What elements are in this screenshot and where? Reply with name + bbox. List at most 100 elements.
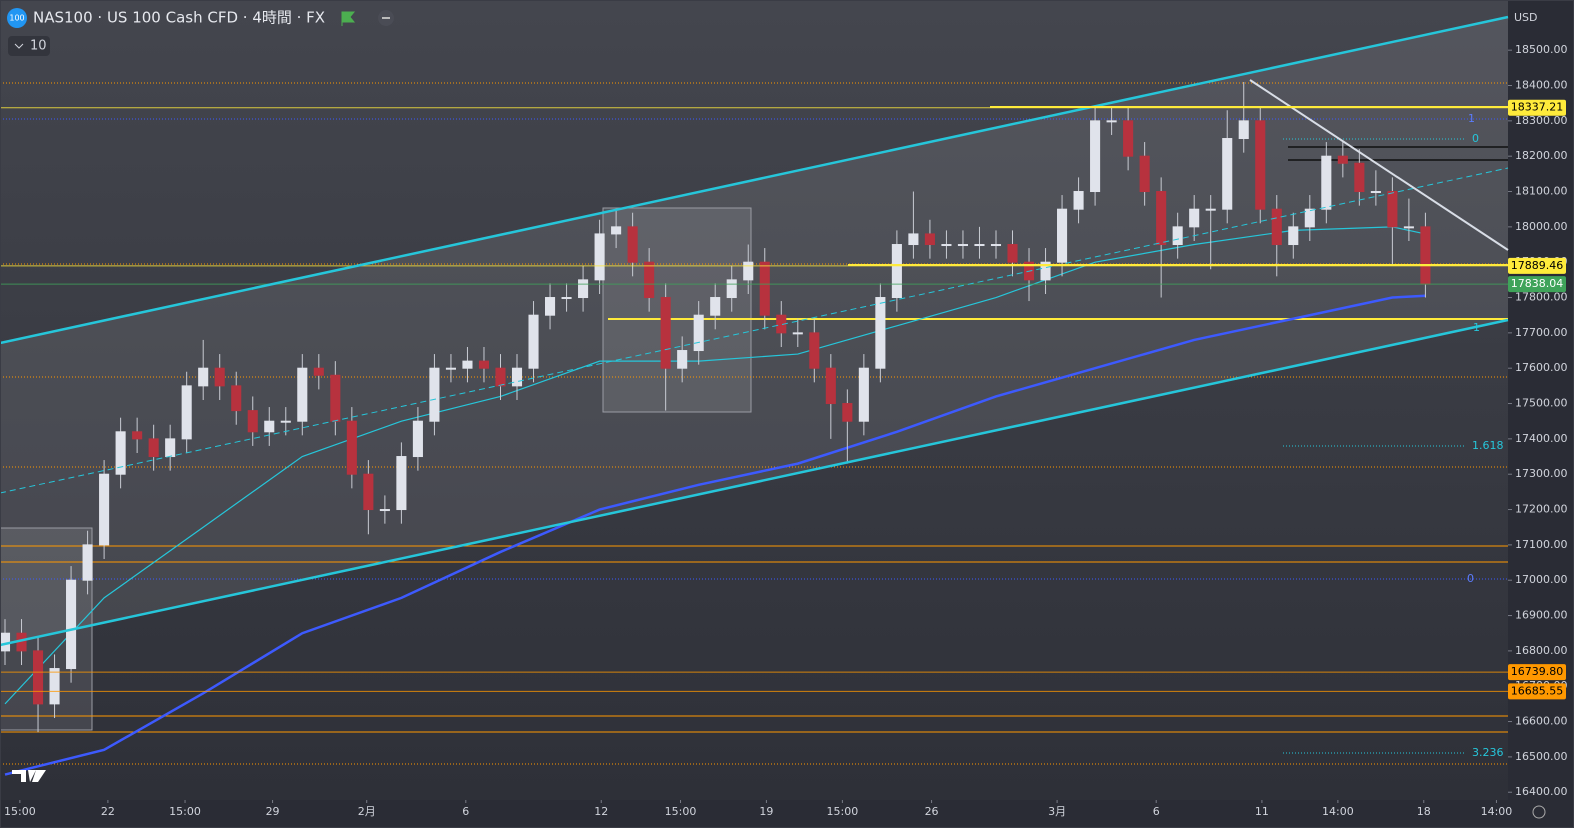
candle-body bbox=[115, 431, 126, 475]
y-tick-label: 18500.00 bbox=[1515, 43, 1568, 56]
price-label-box bbox=[1508, 683, 1566, 700]
price-label: 16739.80 bbox=[1511, 665, 1564, 678]
price-label-box bbox=[1508, 257, 1566, 274]
candle-body bbox=[792, 332, 803, 335]
y-tick-label: 17200.00 bbox=[1515, 503, 1568, 516]
y-tick-label: 17700.00 bbox=[1515, 326, 1568, 339]
indicator-toggle[interactable] bbox=[8, 36, 50, 56]
candle-body bbox=[891, 244, 902, 299]
candle-body bbox=[1073, 191, 1084, 210]
candle-body bbox=[1403, 226, 1414, 229]
y-tick-label: 17600.00 bbox=[1515, 361, 1568, 374]
x-tick-label: 29 bbox=[266, 805, 280, 818]
y-tick-label: 17500.00 bbox=[1515, 397, 1568, 410]
candle-body bbox=[710, 297, 721, 316]
symbol-logo bbox=[7, 8, 27, 28]
price-label: 17838.04 bbox=[1511, 277, 1564, 290]
y-tick-label: 18100.00 bbox=[1515, 185, 1568, 198]
candle-body bbox=[561, 297, 572, 300]
settings-icon[interactable] bbox=[1532, 805, 1546, 819]
candle-body bbox=[1139, 155, 1150, 193]
fib-label: 0 bbox=[1467, 572, 1474, 585]
fib-label: 1.618 bbox=[1472, 439, 1504, 452]
price-label: 18337.21 bbox=[1511, 101, 1564, 114]
candle-body bbox=[1271, 208, 1282, 246]
x-tick-label: 12 bbox=[594, 805, 608, 818]
candle-body bbox=[313, 367, 324, 376]
y-tick-label: 18300.00 bbox=[1515, 114, 1568, 127]
x-tick-label: 14:00 bbox=[1481, 805, 1513, 818]
price-label: 16685.55 bbox=[1511, 684, 1564, 697]
candle-body bbox=[1288, 226, 1299, 246]
candle-body bbox=[165, 438, 176, 458]
candle-body bbox=[1337, 155, 1348, 164]
trend-line bbox=[1249, 79, 1509, 251]
fib-label: 0 bbox=[1472, 132, 1479, 145]
y-tick-label: 18200.00 bbox=[1515, 149, 1568, 162]
channel-upper bbox=[0, 15, 1509, 345]
candle-body bbox=[644, 261, 655, 299]
candle-body bbox=[511, 367, 523, 387]
candle-body bbox=[330, 374, 341, 422]
candle-body bbox=[759, 261, 770, 316]
candle-body bbox=[990, 244, 1002, 247]
candle-body bbox=[346, 420, 357, 475]
candle-body bbox=[198, 367, 209, 387]
flag-icon[interactable] bbox=[341, 11, 356, 26]
candle-body bbox=[396, 456, 407, 511]
candle-body bbox=[82, 544, 93, 581]
candle-body bbox=[1321, 155, 1332, 210]
y-tick-label: 16400.00 bbox=[1515, 785, 1568, 798]
price-label-box bbox=[1508, 664, 1566, 681]
candle-body bbox=[1057, 208, 1068, 263]
x-tick-label: 19 bbox=[759, 805, 773, 818]
candle-body bbox=[1370, 191, 1381, 194]
x-tick-label: 15:00 bbox=[169, 805, 201, 818]
symbol-title: NAS100 · US 100 Cash CFD · 4時間 · FX bbox=[33, 9, 325, 27]
channel-mid bbox=[0, 167, 1509, 494]
candle-body bbox=[528, 314, 539, 369]
candle-body bbox=[379, 509, 390, 512]
candle-body bbox=[578, 279, 589, 299]
candle-body bbox=[660, 297, 671, 369]
fib-label: 1 bbox=[1473, 321, 1480, 334]
symbol-logo-text: 100 bbox=[9, 14, 24, 23]
candle-body bbox=[1238, 120, 1249, 140]
x-tick-label: 26 bbox=[925, 805, 939, 818]
x-tick-label: 6 bbox=[462, 805, 469, 818]
candle-body bbox=[49, 668, 60, 705]
candle-body bbox=[726, 279, 737, 299]
moving-average bbox=[4, 226, 1426, 705]
fib-label: 1 bbox=[1468, 112, 1475, 125]
x-tick-label: 6 bbox=[1153, 805, 1160, 818]
candle-body bbox=[908, 233, 919, 246]
series-layer bbox=[0, 81, 1508, 776]
candle-body bbox=[181, 385, 192, 440]
candle-body bbox=[99, 473, 110, 546]
candle-body bbox=[1106, 120, 1117, 123]
x-tick-label: 2月 bbox=[358, 805, 376, 818]
horizontal-levels bbox=[0, 82, 1508, 765]
candle-body bbox=[132, 431, 143, 440]
candle-body bbox=[825, 367, 836, 405]
candle-body bbox=[1387, 191, 1398, 228]
y-tick-label: 17300.00 bbox=[1515, 467, 1568, 480]
candle-body bbox=[974, 244, 985, 247]
candle-body bbox=[264, 420, 275, 433]
candle-body bbox=[1420, 226, 1431, 285]
y-tick-label: 18000.00 bbox=[1515, 220, 1568, 233]
y-tick-label: 17100.00 bbox=[1515, 538, 1568, 551]
time-axis bbox=[0, 800, 1508, 828]
candle-body bbox=[1123, 120, 1134, 157]
candle-body bbox=[231, 385, 242, 412]
candle-body bbox=[677, 350, 688, 369]
candle-body bbox=[545, 297, 556, 316]
candle-body bbox=[280, 420, 291, 423]
candle-body bbox=[1222, 138, 1233, 210]
x-tick-label: 15:00 bbox=[665, 805, 697, 818]
fib-label: 3.236 bbox=[1472, 746, 1504, 759]
y-tick-label: 16600.00 bbox=[1515, 715, 1568, 728]
candle-body bbox=[462, 360, 473, 369]
candle-body bbox=[297, 367, 308, 422]
